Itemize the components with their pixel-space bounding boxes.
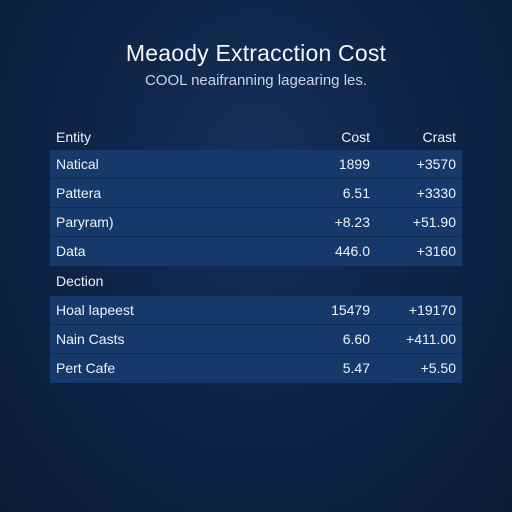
entity-cell: Nain Casts (56, 331, 125, 347)
entity-cell: Paryram) (56, 214, 114, 230)
table-row[interactable]: Hoal lapeest 15479 +19170 (50, 296, 462, 325)
crast-cell: +3570 (416, 156, 456, 172)
cost-table: Entity Cost Crast Natical 1899 +3570 Pat… (50, 124, 462, 383)
entity-cell: Natical (56, 156, 99, 172)
crast-cell: +19170 (408, 302, 456, 318)
table-row[interactable]: Pert Cafe 5.47 +5.50 (50, 354, 462, 383)
crast-cell: +3330 (416, 185, 456, 201)
column-header-cost: Cost (341, 129, 370, 145)
section-label: Dection (56, 273, 104, 289)
cost-cell: 6.60 (342, 331, 370, 347)
table-row[interactable]: Nain Casts 6.60 +411.00 (50, 325, 462, 354)
column-header-entity: Entity (56, 129, 92, 145)
page-title: Meaody Extracction Cost (125, 40, 387, 66)
table-row[interactable]: Paryram) +8.23 +51.90 (50, 208, 462, 237)
cost-cell: 5.47 (342, 360, 370, 376)
cost-cell: 1899 (338, 156, 370, 172)
table-row[interactable]: Data 446.0 +3160 (50, 237, 462, 266)
entity-cell: Hoal lapeest (56, 302, 134, 318)
column-header-crast: Crast (422, 129, 456, 145)
table-header-row: Entity Cost Crast (50, 124, 462, 150)
table-row[interactable]: Pattera 6.51 +3330 (50, 179, 462, 208)
entity-cell: Pert Cafe (56, 360, 116, 376)
table-row[interactable]: Natical 1899 +3570 (50, 150, 462, 179)
cost-cell: 15479 (331, 302, 370, 318)
cost-cell: 6.51 (342, 185, 370, 201)
crast-cell: +51.90 (412, 214, 456, 230)
cost-cell: 446.0 (334, 243, 370, 259)
page-subtitle: COOL neaifranning lagearing les. (144, 72, 368, 89)
table-section-label-row: Dection (50, 266, 462, 296)
crast-cell: +411.00 (406, 331, 456, 347)
entity-cell: Data (56, 243, 86, 259)
crast-cell: +5.50 (420, 360, 456, 376)
entity-cell: Pattera (56, 185, 102, 201)
cost-cell: +8.23 (334, 214, 370, 230)
crast-cell: +3160 (416, 243, 456, 259)
